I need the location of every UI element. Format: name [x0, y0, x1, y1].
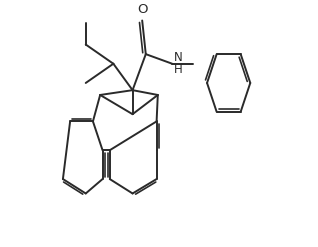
- Text: O: O: [137, 3, 148, 16]
- Text: N
H: N H: [173, 51, 182, 76]
